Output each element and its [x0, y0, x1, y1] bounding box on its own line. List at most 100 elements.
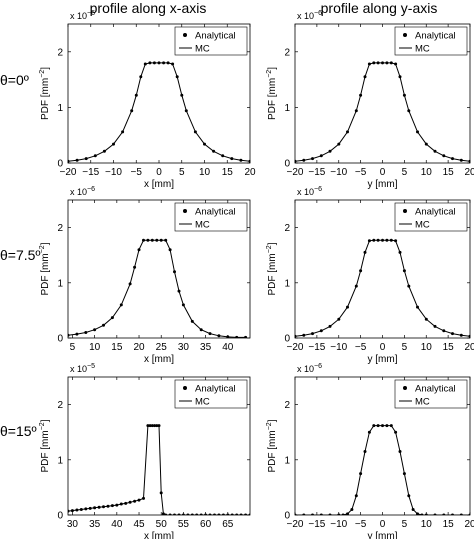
- x-tick-label: 5: [179, 167, 185, 178]
- data-point-analytical: [124, 501, 128, 505]
- data-point-analytical: [142, 238, 145, 242]
- data-point-analytical: [468, 513, 470, 515]
- data-point-analytical: [159, 238, 163, 242]
- data-point-analytical: [128, 500, 132, 504]
- y-tick-label: 0: [57, 334, 63, 345]
- data-point-analytical: [420, 513, 424, 515]
- data-point-analytical: [424, 142, 428, 146]
- x-tick-label: 20: [464, 519, 474, 530]
- data-point-analytical: [193, 130, 197, 134]
- data-point-analytical: [110, 316, 114, 320]
- x-tick-label: 0: [380, 167, 386, 178]
- panel-p11: −20 −15 −10 −5 0 5 10 15 20 0 1 2 x 10−6 y [mm] PDF [m…: [266, 186, 474, 365]
- x-axis-label: x [mm]: [144, 531, 174, 539]
- x-tick-label: −20: [60, 167, 77, 178]
- data-point-analytical: [70, 509, 74, 513]
- data-point-analytical: [235, 513, 239, 515]
- x-tick-label: −15: [308, 167, 325, 178]
- data-point-analytical: [346, 305, 349, 309]
- y-tick-label: 1: [284, 103, 290, 114]
- legend: Analytical MC: [394, 379, 468, 409]
- data-point-analytical: [337, 142, 341, 146]
- data-point-analytical: [319, 154, 323, 158]
- data-point-analytical: [302, 333, 306, 337]
- data-point-analytical: [150, 424, 154, 428]
- data-point-analytical: [110, 504, 114, 508]
- data-point-analytical: [244, 513, 248, 515]
- series-line-mc: [295, 239, 470, 337]
- data-point-analytical: [402, 269, 406, 273]
- data-point-analytical: [248, 513, 250, 515]
- data-point-analytical: [153, 424, 157, 428]
- x-tick-label: −5: [355, 519, 367, 530]
- data-point-analytical: [398, 250, 402, 254]
- data-point-analytical: [112, 142, 115, 146]
- data-point-analytical: [159, 491, 163, 495]
- x-tick-label: 10: [199, 167, 211, 178]
- data-point-analytical: [204, 513, 208, 515]
- y-exponent-power: −6: [314, 10, 322, 17]
- data-point-analytical: [133, 499, 137, 503]
- x-tick-label: 30: [178, 342, 190, 353]
- y-axis-label: PDF [mm−2]: [266, 419, 278, 472]
- data-point-analytical: [372, 424, 376, 428]
- y-exponent-power: −6: [87, 186, 95, 193]
- data-point-analytical: [416, 130, 419, 134]
- x-tick-label: 50: [156, 519, 168, 530]
- x-tick-label: 20: [464, 167, 474, 178]
- data-point-analytical: [221, 154, 225, 158]
- data-point-analytical: [363, 450, 367, 453]
- data-point-analytical: [346, 512, 349, 515]
- data-point-analytical: [119, 303, 123, 307]
- data-point-analytical: [359, 472, 363, 476]
- y-axis-label-sup: −2: [266, 245, 273, 253]
- data-point-analytical: [442, 329, 446, 333]
- plot-area: [68, 61, 250, 163]
- data-point-analytical: [451, 513, 454, 515]
- data-point-analytical: [389, 61, 393, 65]
- panel-p01: −20 −15 −10 −5 0 5 10 15 20 0 1 2 x 10−6 y [mm] PDF [m…: [266, 10, 474, 190]
- data-point-analytical: [376, 238, 380, 242]
- y-tick-label: 2: [284, 47, 290, 58]
- data-point-analytical: [359, 93, 363, 97]
- data-point-analytical: [354, 109, 358, 113]
- data-point-analytical: [119, 502, 123, 506]
- x-tick-label: 0: [380, 342, 386, 353]
- data-point-analytical: [173, 270, 176, 274]
- y-axis-label: PDF [mm−2]: [39, 419, 51, 472]
- legend: Analytical MC: [174, 202, 248, 232]
- data-point-analytical: [311, 332, 314, 336]
- data-point-analytical: [302, 513, 306, 515]
- data-point-analytical: [341, 513, 345, 515]
- x-tick-label: 0: [380, 519, 386, 530]
- data-point-analytical: [164, 513, 168, 515]
- data-point-analytical: [295, 334, 297, 338]
- data-point-analytical: [88, 506, 92, 510]
- legend-entry-analytical: Analytical: [415, 31, 456, 42]
- x-axis-label: x [mm]: [144, 179, 174, 190]
- data-point-analytical: [155, 424, 159, 428]
- y-tick-label: 0: [57, 511, 63, 522]
- data-point-analytical: [190, 513, 194, 515]
- data-point-analytical: [433, 324, 437, 328]
- x-tick-label: −10: [330, 167, 347, 178]
- x-tick-label: −10: [330, 519, 347, 530]
- x-tick-label: −15: [308, 519, 325, 530]
- y-tick-label: 1: [57, 278, 63, 289]
- legend: Analytical MC: [394, 202, 468, 232]
- legend-marker-analytical: [403, 33, 407, 37]
- data-point-analytical: [235, 335, 239, 338]
- x-tick-label: 0: [156, 167, 162, 178]
- x-axis-label: y [mm]: [368, 354, 398, 365]
- x-tick-label: 5: [402, 519, 408, 530]
- y-axis-label-text: PDF [mm: [267, 430, 278, 472]
- x-axis-label: y [mm]: [368, 179, 398, 190]
- y-exponent-power: −6: [314, 363, 322, 370]
- data-point-analytical: [385, 61, 389, 65]
- data-point-analytical: [402, 93, 406, 97]
- x-tick-label: 45: [133, 519, 145, 530]
- data-point-analytical: [152, 61, 156, 65]
- x-tick-label: 60: [200, 519, 212, 530]
- data-point-analytical: [407, 284, 411, 288]
- data-point-analytical: [367, 430, 371, 434]
